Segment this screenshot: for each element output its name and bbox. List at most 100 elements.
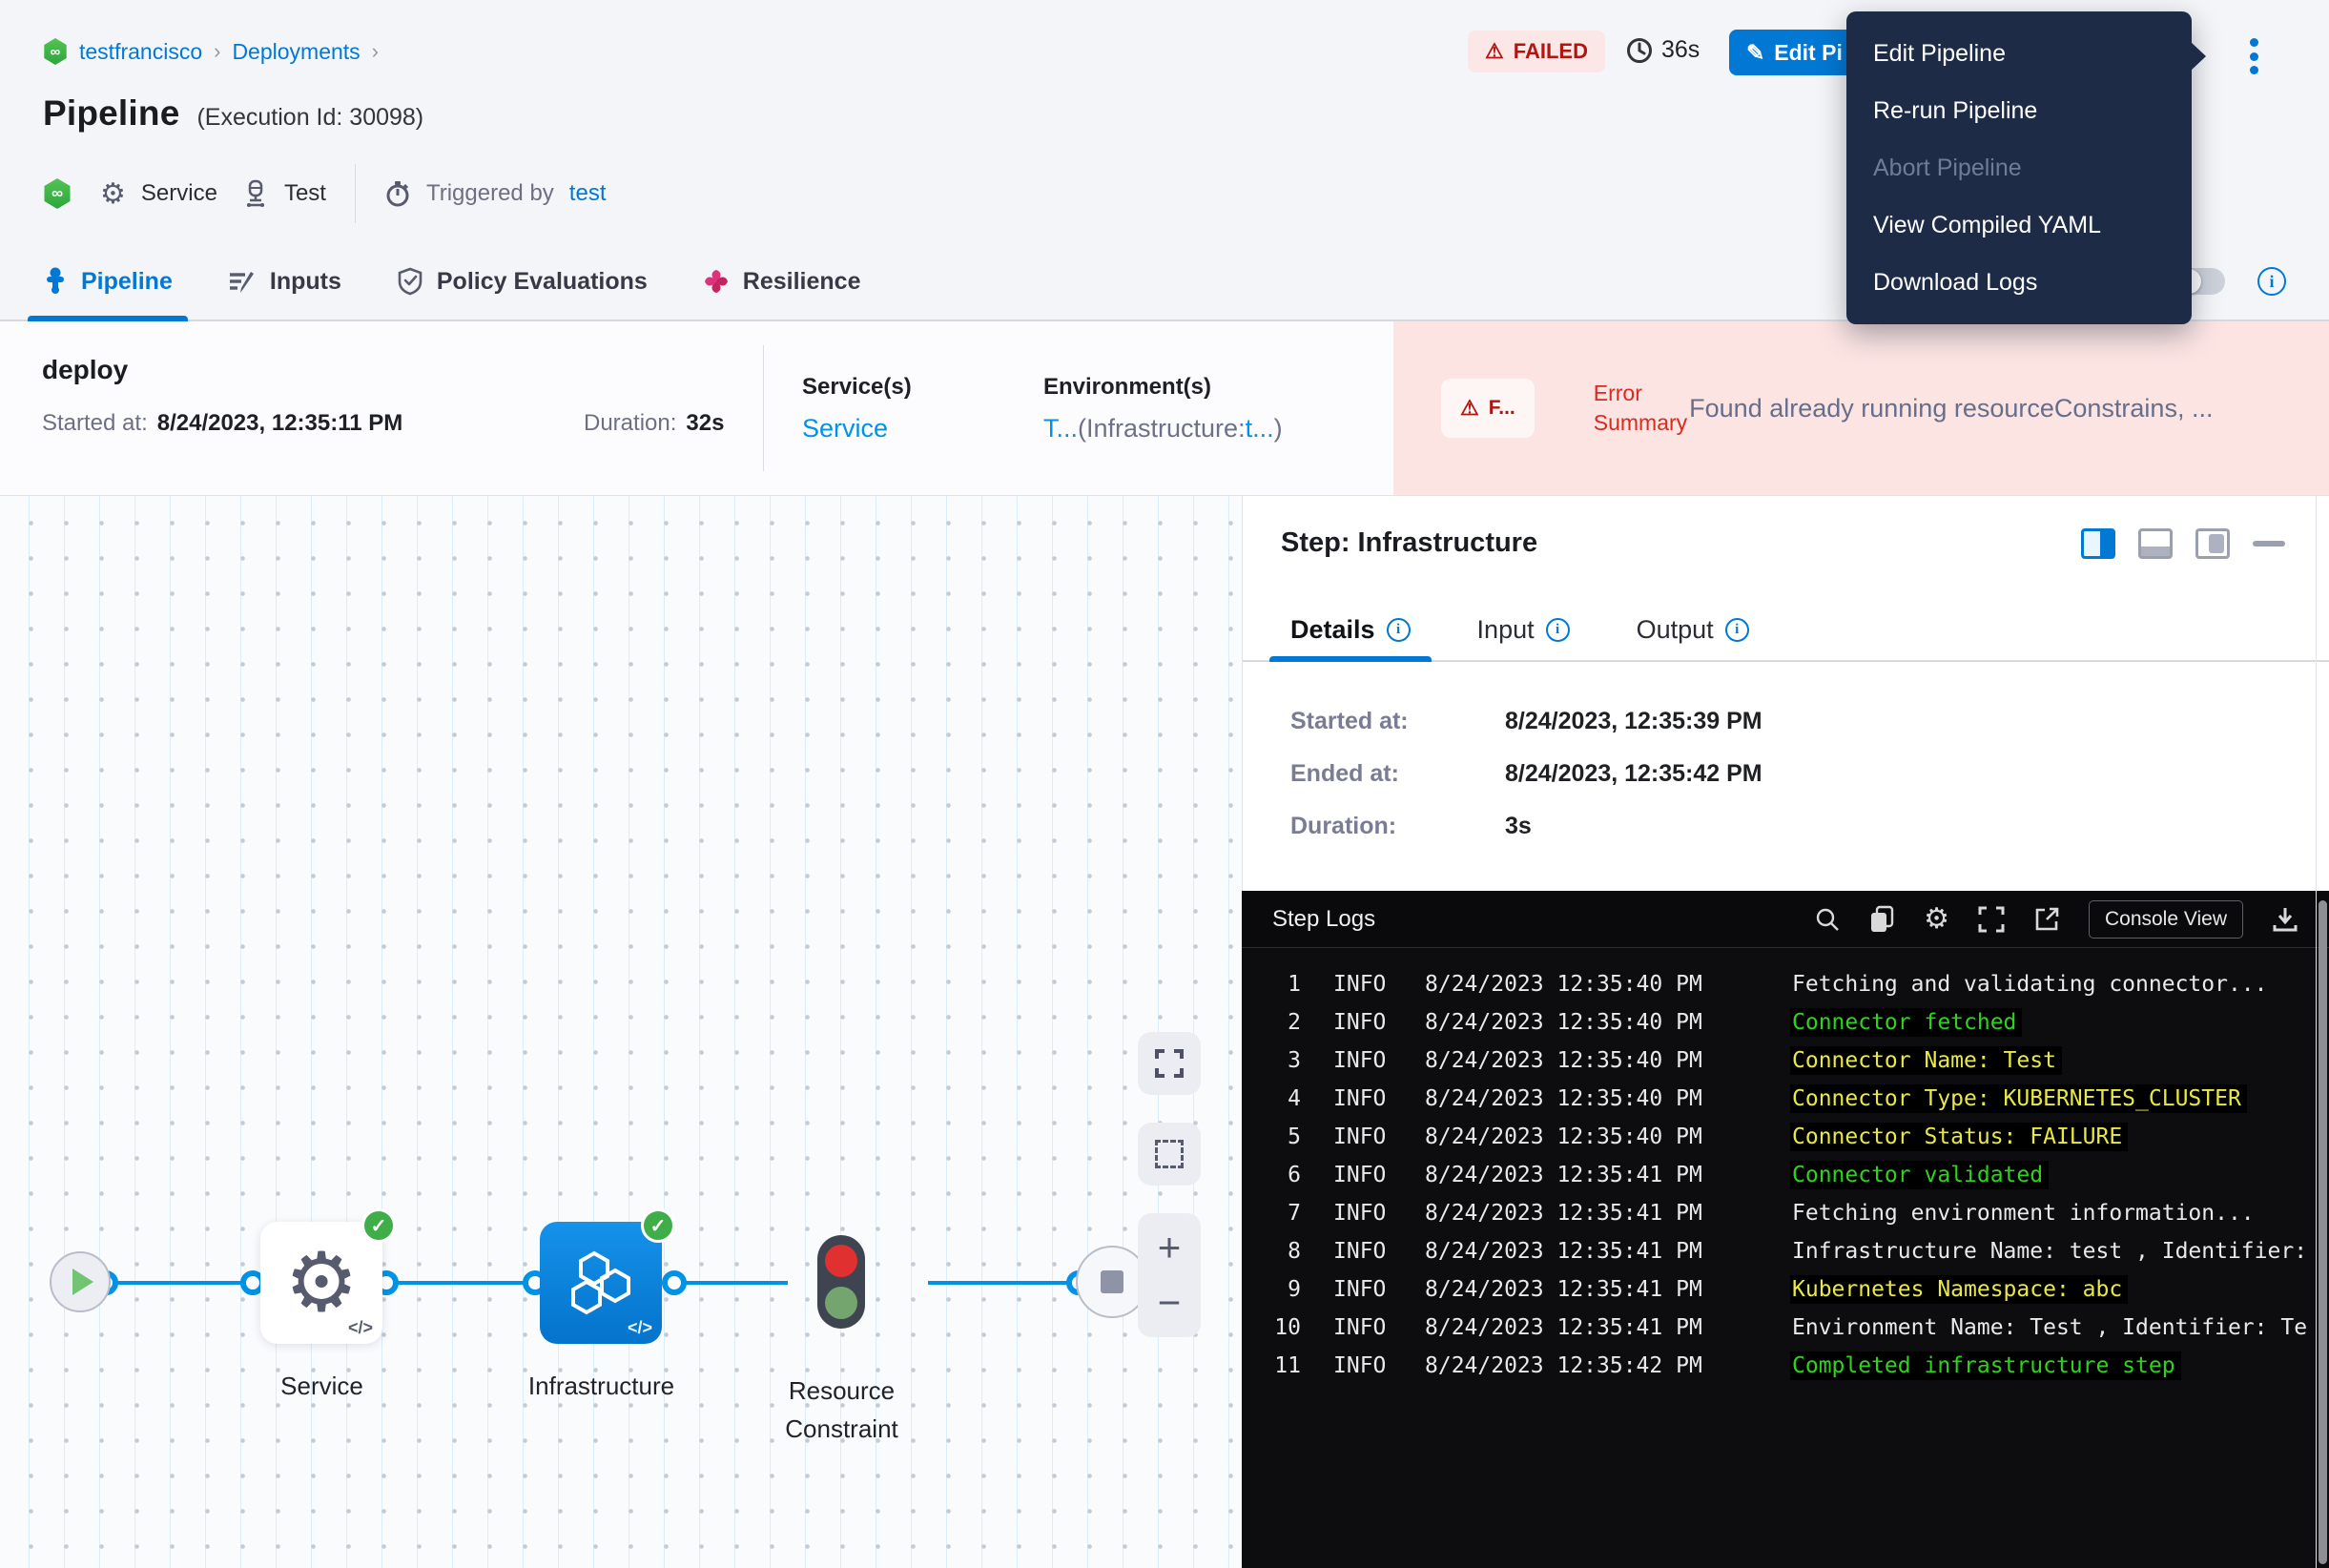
harness-logo-icon: ∞: [44, 178, 71, 209]
edge-constraint-end: [928, 1281, 1081, 1285]
log-line: 8 INFO 8/24/2023 12:35:41 PM Infrastructure…: [1288, 1239, 2308, 1264]
divider: [354, 164, 356, 223]
tab-details[interactable]: Details i: [1269, 599, 1432, 662]
tab-input[interactable]: Input i: [1477, 599, 1570, 660]
started-at-label: Started at:: [42, 410, 148, 436]
layout-right-split-icon[interactable]: [2081, 528, 2115, 559]
pipeline-actions-menu: Edit Pipeline Re-run Pipeline Abort Pipeli…: [1846, 11, 2206, 324]
environment-value[interactable]: T...(Infrastructure:t...): [1043, 414, 1283, 443]
step-detail-rows: Started at: 8/24/2023, 12:35:39 PM Ended…: [1290, 708, 1762, 840]
log-line: 7 INFO 8/24/2023 12:35:41 PM Fetching envir…: [1288, 1201, 2255, 1226]
page-title: Pipeline: [43, 93, 180, 133]
search-icon[interactable]: [1815, 907, 1840, 932]
console-view-button[interactable]: Console View: [2088, 899, 2243, 939]
step-detail-tabs: Details i Input i Output i: [1243, 599, 2329, 662]
chevron-right-icon: ›: [214, 39, 221, 63]
node-service[interactable]: ⚙ ✓ </>: [260, 1208, 396, 1344]
pipeline-canvas[interactable]: ⚙ ✓ </> Service ✓ </> Infrastructure Res…: [0, 496, 1242, 1568]
menu-item[interactable]: Re-run Pipeline: [1873, 97, 2038, 124]
open-external-icon[interactable]: [2033, 906, 2060, 933]
log-line: 10 INFO 8/24/2023 12:35:41 PM Environment N…: [1274, 1315, 2308, 1340]
tab-policy-evaluations[interactable]: Policy Evaluations: [397, 243, 648, 320]
triggered-by-user-link[interactable]: test: [568, 180, 607, 206]
tab-inputs[interactable]: Inputs: [228, 243, 341, 320]
canvas-zoom-controls: + −: [1138, 1213, 1201, 1337]
warning-triangle-icon: ⚠: [1460, 396, 1479, 420]
end-node[interactable]: [1076, 1246, 1148, 1318]
info-icon[interactable]: i: [2257, 267, 2286, 296]
edge-infra-constraint: [681, 1281, 788, 1285]
detail-row: Ended at: 8/24/2023, 12:35:42 PM: [1290, 760, 1762, 787]
green-light-icon: [825, 1287, 857, 1319]
execution-id: (Execution Id: 30098): [196, 104, 424, 131]
right-panel-scrollbar[interactable]: [2316, 496, 2329, 1568]
layout-floating-icon[interactable]: [2195, 528, 2230, 559]
log-line: 1 INFO 8/24/2023 12:35:40 PM Fetching and v…: [1288, 972, 2268, 997]
error-summary-label: Error Summary: [1593, 380, 1688, 435]
canvas-select-button[interactable]: [1138, 1123, 1201, 1186]
menu-item[interactable]: View Compiled YAML: [1873, 212, 2102, 238]
clock-icon: [1627, 37, 1652, 63]
stop-icon: [1101, 1270, 1123, 1293]
log-line: 3 INFO 8/24/2023 12:35:40 PM Connector Name…: [1242, 1042, 2316, 1080]
log-line: 5 INFO 8/24/2023 12:35:40 PM Connector Stat…: [1242, 1118, 2316, 1156]
page-header: ∞ testfrancisco › Deployments › Pipeline…: [0, 0, 2329, 324]
success-check-icon: ✓: [641, 1208, 675, 1243]
log-lines[interactable]: 1 INFO 8/24/2023 12:35:40 PM Fetching and v…: [1242, 965, 2316, 1568]
duration-value: 32s: [686, 410, 725, 436]
info-icon[interactable]: i: [1545, 617, 1570, 642]
settings-gear-icon[interactable]: ⚙: [1924, 903, 1949, 935]
error-summary-text: Found already running resourceConstrains…: [1689, 393, 2214, 423]
copy-icon[interactable]: [1868, 905, 1895, 934]
layout-bottom-split-icon[interactable]: [2138, 528, 2173, 559]
start-node[interactable]: [50, 1251, 111, 1312]
pipeline-meta-row: ∞ ⚙ Service Test Triggered by test: [43, 164, 606, 223]
hexagons-icon: [571, 1250, 630, 1315]
log-line: 11 INFO 8/24/2023 12:35:42 PM Completed inf…: [1242, 1347, 2316, 1385]
tab-output[interactable]: Output i: [1637, 599, 1749, 660]
info-icon[interactable]: i: [1386, 617, 1411, 642]
download-icon[interactable]: [2272, 906, 2298, 933]
service-name[interactable]: Service: [140, 180, 217, 206]
step-logs-title: Step Logs: [1272, 905, 1376, 932]
node-label-infrastructure: Infrastructure: [527, 1372, 675, 1400]
fullscreen-icon[interactable]: [1978, 906, 2005, 933]
tab-resilience[interactable]: Resilience: [703, 243, 860, 320]
resilience-icon: [703, 268, 730, 295]
canvas-fullscreen-button[interactable]: [1138, 1032, 1201, 1095]
more-options-kebab-icon[interactable]: [2239, 34, 2268, 78]
gear-icon: ⚙: [100, 177, 126, 210]
zoom-out-button[interactable]: −: [1157, 1279, 1182, 1325]
stage-name[interactable]: deploy: [42, 355, 129, 384]
detail-row: Duration: 3s: [1290, 813, 1532, 839]
pipeline-icon: [43, 267, 68, 296]
minimize-icon[interactable]: [2253, 541, 2285, 547]
edge-start-service: [105, 1281, 262, 1285]
shield-check-icon: [397, 267, 423, 296]
breadcrumb-deployments-link[interactable]: Deployments: [232, 38, 361, 64]
service-link[interactable]: Service: [802, 414, 889, 443]
node-infrastructure[interactable]: ✓ </>: [540, 1208, 675, 1344]
duration-label: Duration:: [584, 410, 677, 436]
step-panel-title: Step: Infrastructure: [1281, 527, 1538, 558]
tab-pipeline[interactable]: Pipeline: [28, 243, 188, 321]
menu-item[interactable]: Download Logs: [1873, 269, 2038, 296]
edge-service-infra: [393, 1281, 541, 1285]
services-label: Service(s): [802, 374, 912, 400]
environment-icon: [242, 179, 269, 208]
fullscreen-icon: [1155, 1049, 1184, 1078]
environments-label: Environment(s): [1043, 374, 1212, 400]
environment-name[interactable]: Test: [283, 180, 326, 206]
success-check-icon: ✓: [361, 1208, 396, 1243]
gear-icon: ⚙: [284, 1237, 359, 1329]
info-icon[interactable]: i: [1724, 617, 1749, 642]
red-light-icon: [825, 1245, 857, 1277]
node-resource-constraint[interactable]: [817, 1235, 865, 1329]
zoom-in-button[interactable]: +: [1157, 1225, 1182, 1270]
breadcrumb: ∞ testfrancisco › Deployments ›: [43, 38, 379, 65]
detail-row: Started at: 8/24/2023, 12:35:39 PM: [1290, 708, 1762, 734]
breadcrumb-org-link[interactable]: testfrancisco: [79, 38, 203, 64]
menu-item[interactable]: Edit Pipeline: [1873, 40, 2006, 67]
warning-triangle-icon: ⚠: [1485, 39, 1504, 63]
scrollbar-thumb[interactable]: [2319, 900, 2327, 1564]
